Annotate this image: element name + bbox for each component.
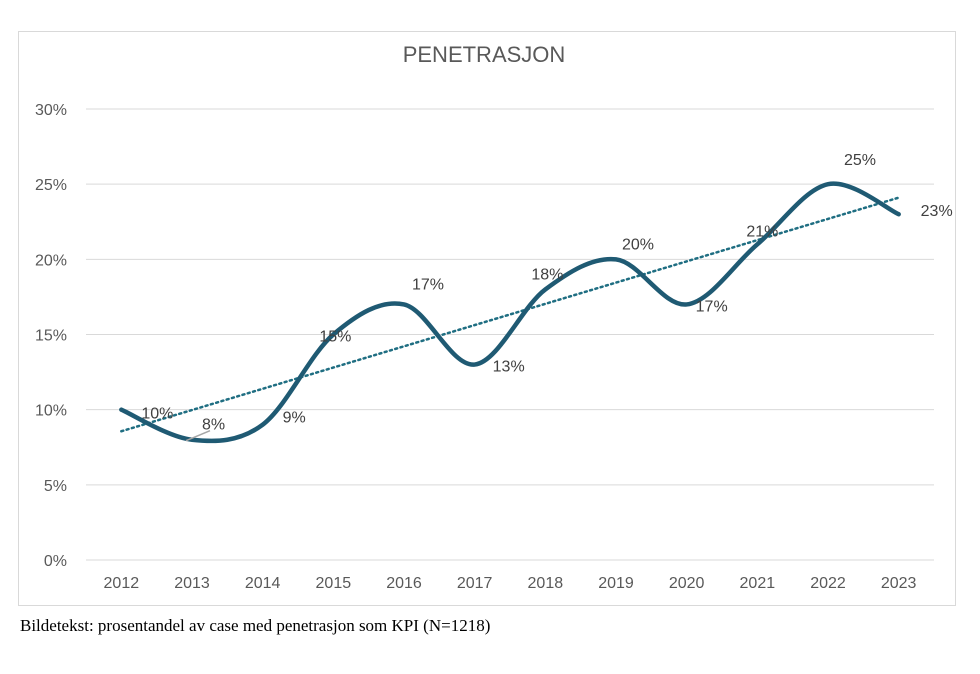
x-tick-label: 2012 [104,575,140,592]
x-tick-label: 2022 [810,575,846,592]
label-leader-line [185,430,211,442]
y-tick-label: 5% [44,478,67,495]
y-tick-label: 20% [35,252,67,269]
trendline-line [120,196,900,433]
x-tick-label: 2023 [881,575,917,592]
x-tick-label: 2020 [669,575,705,592]
y-tick-label: 30% [35,102,67,119]
chart-frame [18,31,956,606]
data-label: 17% [696,298,728,315]
data-label: 20% [622,236,654,253]
data-label: 9% [283,410,306,427]
x-tick-label: 2015 [316,575,352,592]
x-tick-label: 2014 [245,575,281,592]
data-labels: 10% 8% 9% 15% 17% 13% 18% 20% 17% 21% 25% 23% [141,152,953,442]
x-tick-label: 2017 [457,575,493,592]
data-label: 13% [493,359,525,376]
data-label: 18% [531,266,563,283]
data-label: 21% [746,223,778,240]
data-label: 15% [319,329,351,346]
data-label: 23% [921,203,953,220]
y-axis-ticks: 0% 5% 10% 15% 20% 25% 30% [35,102,67,570]
series-line [119,181,901,444]
x-tick-label: 2018 [528,575,564,592]
y-tick-label: 10% [35,403,67,420]
x-tick-label: 2016 [386,575,422,592]
trendline [120,196,900,433]
series [119,181,901,444]
y-tick-label: 0% [44,553,67,570]
x-axis-ticks: 2012 2013 2014 2015 2016 2017 2018 2019 2020 2021… [104,575,917,592]
data-label: 25% [844,152,876,169]
y-tick-label: 25% [35,177,67,194]
figure-caption: Bildetekst: prosentandel av case med pen… [20,616,491,635]
x-tick-label: 2013 [174,575,210,592]
data-label: 8% [202,417,225,434]
gridlines [86,108,934,561]
chart-title: PENETRASJON [403,42,566,67]
x-tick-label: 2019 [598,575,634,592]
x-tick-label: 2021 [740,575,776,592]
y-tick-label: 15% [35,328,67,345]
data-label: 10% [141,406,173,423]
data-label: 17% [412,276,444,293]
